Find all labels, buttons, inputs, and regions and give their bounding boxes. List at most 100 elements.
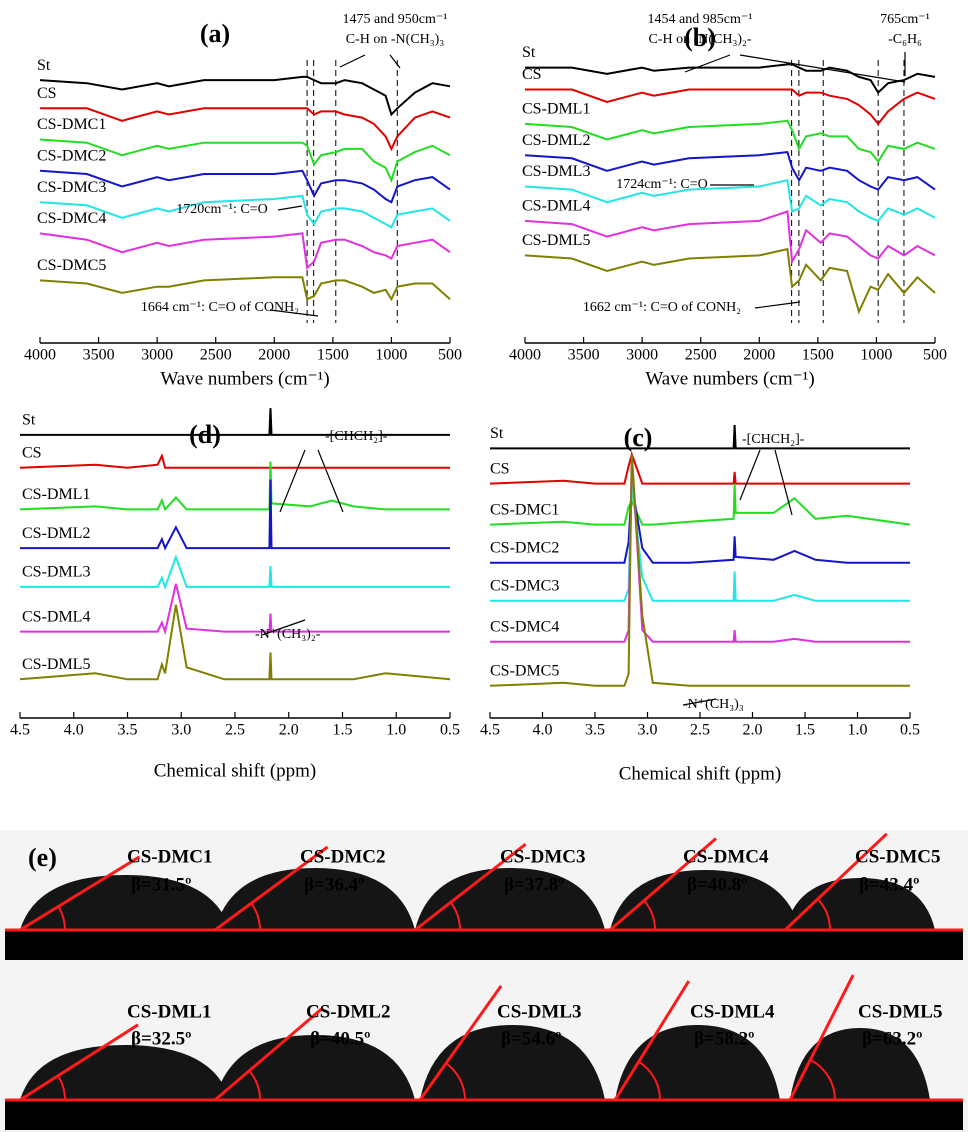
arrow — [279, 449, 306, 513]
arrow — [682, 698, 717, 706]
arrow — [684, 54, 731, 73]
arrow — [389, 54, 401, 69]
series-label: CS-DMC3 — [490, 577, 559, 594]
spectrum-line — [20, 408, 450, 436]
series-label: CS-DMC2 — [37, 148, 106, 165]
series-label: CS-DML2 — [522, 132, 590, 149]
contact-angle-arc — [809, 1058, 836, 1101]
spectrum-line — [490, 424, 910, 450]
annotation: -[CHCH₂]- — [325, 429, 388, 444]
annotation: 1724cm⁻¹: C=O — [616, 177, 707, 192]
series-label: St — [22, 412, 36, 429]
series-label: St — [37, 57, 51, 74]
annotation: 765cm⁻¹ — [880, 12, 930, 27]
droplet — [610, 870, 800, 930]
spectrum-line — [524, 247, 936, 315]
spectrum-line — [39, 276, 451, 302]
spectrum-line — [39, 169, 451, 204]
x-axis-title: Wave numbers (cm⁻¹) — [160, 368, 329, 389]
contact-angle-arc — [643, 899, 656, 931]
series-label: St — [490, 425, 504, 442]
series-label: CS-DMC4 — [37, 210, 106, 227]
annotation: -C₆H₆ — [888, 32, 922, 47]
spectrum-line — [20, 554, 450, 590]
contact-angle-line — [19, 1023, 139, 1102]
x-axis-title: Wave numbers (cm⁻¹) — [645, 368, 814, 389]
series-label: CS-DMC5 — [37, 257, 106, 274]
x-tick-label: 2.0 — [279, 722, 299, 739]
spectrum-line — [39, 75, 451, 117]
sample-name: CS-DML2 — [306, 1001, 390, 1022]
series-label: CS-DML3 — [22, 564, 90, 581]
annotation: C-H on -N(CH₃)₃ — [346, 32, 445, 47]
contact-angle-label: β=37.8º — [504, 874, 564, 895]
x-tick-label: 500 — [438, 347, 462, 364]
contact-angle-arc — [638, 1060, 661, 1101]
droplet — [215, 1035, 415, 1100]
contact-angle-arc — [816, 898, 831, 931]
annotation: 1475 and 950cm⁻¹ — [343, 12, 448, 27]
spectrum-line — [19, 452, 450, 469]
contact-angle-label: β=36.4º — [304, 874, 364, 895]
x-tick-label: 1500 — [802, 347, 834, 364]
spectrum-line — [524, 210, 936, 265]
x-tick-label: 1000 — [860, 347, 892, 364]
arrow — [739, 449, 761, 501]
series-label: CS-DMC5 — [490, 662, 559, 679]
annotation: -N⁺(CH₃)₂- — [255, 627, 321, 642]
contact-angle-line — [214, 845, 329, 932]
series-label: CS-DML1 — [22, 486, 90, 503]
series-label: CS — [522, 66, 542, 83]
contact-angle-line — [783, 832, 888, 932]
annotation: 1454 and 985cm⁻¹ — [648, 12, 753, 27]
x-tick-label: 1.5 — [795, 722, 815, 739]
spectrum-line — [524, 151, 936, 191]
x-tick-label: 3500 — [568, 347, 600, 364]
contact-angle-arc — [449, 901, 461, 931]
series-label: CS-DML4 — [522, 198, 590, 215]
spectrum-line — [19, 604, 451, 681]
droplet — [20, 875, 230, 930]
x-tick-label: 1000 — [375, 347, 407, 364]
contact-angle-label: β=63.2º — [862, 1028, 922, 1049]
x-tick-label: 2000 — [258, 347, 290, 364]
spectrum-line — [524, 119, 936, 164]
x-tick-label: 2.0 — [743, 722, 763, 739]
x-tick-label: 1500 — [317, 347, 349, 364]
droplet — [20, 1045, 230, 1100]
spectrum-line — [489, 454, 910, 687]
spectrum-line — [490, 483, 910, 564]
panel-label: (c) — [624, 423, 653, 452]
annotation: -N⁺(CH₃)₃ — [683, 697, 744, 712]
x-tick-label: 3.5 — [118, 722, 138, 739]
spectrum-line — [20, 479, 450, 551]
x-tick-label: 0.5 — [900, 722, 920, 739]
spectrum-line — [39, 194, 451, 229]
x-tick-label: 500 — [923, 347, 947, 364]
contact-angle-label: β=31.5º — [131, 874, 191, 895]
spectrum-line — [490, 483, 910, 602]
series-label: CS-DMC1 — [490, 501, 559, 518]
annotation: C-H on -N(CH₃)₂- — [648, 32, 751, 47]
x-tick-label: 0.5 — [440, 722, 460, 739]
x-tick-label: 3500 — [83, 347, 115, 364]
x-tick-label: 2.5 — [225, 722, 245, 739]
x-tick-label: 4.5 — [480, 722, 500, 739]
series-label: CS-DMC1 — [37, 116, 106, 133]
sample-name: CS-DMC4 — [683, 846, 769, 867]
x-tick-label: 3.0 — [638, 722, 658, 739]
arrow — [774, 449, 793, 516]
x-tick-label: 1.0 — [848, 722, 868, 739]
spectrum-line — [525, 63, 936, 95]
sample-name: CS-DMC5 — [855, 846, 941, 867]
panel-label: (b) — [684, 23, 716, 52]
droplet — [420, 1025, 605, 1100]
arrow — [261, 619, 306, 636]
contact-angle-arc — [248, 1070, 261, 1101]
panel-label: (a) — [200, 19, 230, 48]
x-tick-label: 4.5 — [10, 722, 30, 739]
spectrum-line — [490, 454, 910, 643]
contact-angle-line — [214, 1007, 323, 1102]
contact-angle-line — [788, 974, 855, 1101]
